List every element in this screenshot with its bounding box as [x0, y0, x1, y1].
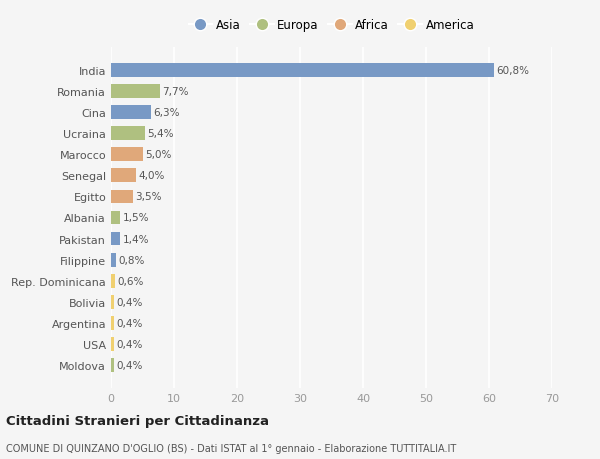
Text: 5,4%: 5,4% [148, 129, 174, 139]
Bar [111, 317, 113, 330]
Legend: Asia, Europa, Africa, America: Asia, Europa, Africa, America [186, 17, 477, 34]
Text: 3,5%: 3,5% [136, 192, 162, 202]
Text: 0,4%: 0,4% [116, 361, 142, 370]
Bar [111, 211, 121, 225]
Bar [111, 148, 143, 162]
Text: 6,3%: 6,3% [153, 108, 180, 118]
Text: 4,0%: 4,0% [139, 171, 165, 181]
Text: 7,7%: 7,7% [162, 87, 188, 96]
Bar [111, 169, 136, 183]
Text: 0,4%: 0,4% [116, 297, 142, 308]
Text: 60,8%: 60,8% [497, 66, 530, 75]
Bar [111, 106, 151, 119]
Bar [111, 64, 494, 77]
Text: 0,4%: 0,4% [116, 319, 142, 328]
Text: 5,0%: 5,0% [145, 150, 172, 160]
Text: 0,4%: 0,4% [116, 340, 142, 349]
Text: 1,4%: 1,4% [122, 234, 149, 244]
Bar [111, 127, 145, 140]
Bar [111, 359, 113, 372]
Text: 0,8%: 0,8% [119, 255, 145, 265]
Bar [111, 274, 115, 288]
Bar [111, 190, 133, 204]
Text: Cittadini Stranieri per Cittadinanza: Cittadini Stranieri per Cittadinanza [6, 414, 269, 428]
Bar [111, 338, 113, 351]
Bar [111, 253, 116, 267]
Bar [111, 296, 113, 309]
Text: COMUNE DI QUINZANO D'OGLIO (BS) - Dati ISTAT al 1° gennaio - Elaborazione TUTTIT: COMUNE DI QUINZANO D'OGLIO (BS) - Dati I… [6, 443, 456, 453]
Text: 0,6%: 0,6% [118, 276, 143, 286]
Text: 1,5%: 1,5% [123, 213, 149, 223]
Bar [111, 85, 160, 98]
Bar [111, 232, 120, 246]
